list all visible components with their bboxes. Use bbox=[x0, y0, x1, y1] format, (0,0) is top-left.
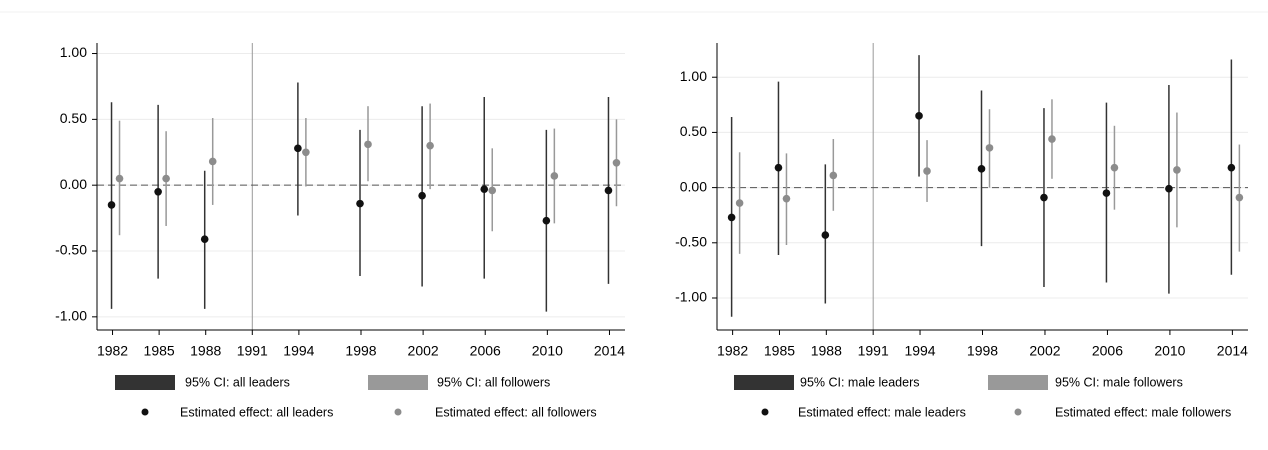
x-tick-label: 1998 bbox=[967, 343, 998, 359]
point bbox=[550, 172, 559, 180]
legend-label: 95% CI: all leaders bbox=[185, 375, 290, 389]
point bbox=[488, 186, 497, 195]
x-tick-label: 2010 bbox=[532, 343, 563, 359]
point bbox=[1227, 163, 1236, 172]
point bbox=[542, 216, 551, 225]
y-tick-label: -0.50 bbox=[675, 233, 707, 249]
x-tick-label: 1985 bbox=[764, 343, 795, 359]
x-tick-label: 1985 bbox=[144, 343, 175, 359]
point bbox=[426, 141, 434, 150]
point bbox=[821, 231, 830, 239]
x-tick-label: 1982 bbox=[97, 343, 128, 359]
legend-swatch bbox=[988, 375, 1048, 390]
point bbox=[302, 148, 310, 157]
x-tick-label: 1991 bbox=[237, 343, 268, 359]
x-tick-label: 2006 bbox=[470, 343, 501, 359]
legend-swatch bbox=[368, 375, 428, 390]
point bbox=[727, 213, 736, 222]
y-tick-label: -1.00 bbox=[55, 308, 87, 324]
point bbox=[782, 194, 791, 203]
point bbox=[480, 185, 489, 193]
legend-label: 95% CI: all followers bbox=[437, 375, 550, 389]
y-tick-label: 0.50 bbox=[60, 110, 87, 126]
legend-swatch bbox=[734, 375, 794, 390]
point bbox=[1235, 193, 1244, 202]
legend-label: Estimated effect: all followers bbox=[435, 405, 597, 419]
point bbox=[1040, 193, 1048, 202]
y-tick-label: -0.50 bbox=[55, 242, 87, 258]
y-tick-label: 0.50 bbox=[680, 123, 707, 139]
point bbox=[985, 144, 994, 152]
point bbox=[107, 201, 116, 209]
y-tick-label: 1.00 bbox=[680, 68, 707, 84]
x-tick-label: 1994 bbox=[904, 343, 935, 359]
point bbox=[115, 174, 124, 183]
point bbox=[1165, 184, 1173, 193]
point bbox=[294, 144, 302, 153]
x-tick-label: 1994 bbox=[283, 343, 314, 359]
point bbox=[364, 140, 372, 149]
point bbox=[418, 191, 426, 200]
point bbox=[154, 187, 162, 196]
legend-marker bbox=[761, 408, 769, 416]
x-tick-label: 2002 bbox=[408, 343, 439, 359]
x-tick-label: 1991 bbox=[858, 343, 889, 359]
legend-label: 95% CI: male followers bbox=[1055, 375, 1183, 389]
x-tick-label: 1988 bbox=[190, 343, 221, 359]
legend-marker bbox=[1014, 408, 1022, 416]
x-tick-label: 1998 bbox=[345, 343, 376, 359]
point bbox=[774, 163, 783, 172]
x-tick-label: 2002 bbox=[1029, 343, 1060, 359]
legend-label: Estimated effect: male followers bbox=[1055, 405, 1231, 419]
y-tick-label: 1.00 bbox=[60, 44, 87, 60]
legend-label: Estimated effect: male leaders bbox=[798, 405, 966, 419]
point bbox=[977, 165, 986, 173]
x-tick-label: 1982 bbox=[717, 343, 748, 359]
legend-label: Estimated effect: all leaders bbox=[180, 405, 333, 419]
point bbox=[829, 171, 838, 180]
y-tick-label: 0.00 bbox=[680, 178, 707, 194]
legend-swatch bbox=[115, 375, 175, 390]
x-tick-label: 2010 bbox=[1154, 343, 1185, 359]
legend-marker bbox=[394, 408, 402, 416]
point bbox=[356, 199, 364, 208]
point bbox=[915, 112, 923, 120]
y-tick-label: 0.00 bbox=[60, 176, 87, 192]
x-tick-label: 2006 bbox=[1092, 343, 1123, 359]
point bbox=[1102, 189, 1111, 197]
x-tick-label: 1988 bbox=[811, 343, 842, 359]
point bbox=[1048, 135, 1056, 143]
legend-label: 95% CI: male leaders bbox=[800, 375, 920, 389]
point bbox=[1110, 163, 1119, 172]
point bbox=[200, 235, 209, 243]
point bbox=[604, 186, 613, 195]
point bbox=[923, 167, 931, 175]
point bbox=[612, 159, 621, 167]
x-tick-label: 2014 bbox=[1217, 343, 1248, 359]
point bbox=[208, 157, 217, 166]
point bbox=[1173, 166, 1181, 174]
point bbox=[735, 199, 744, 207]
legend-marker bbox=[141, 408, 149, 416]
y-tick-label: -1.00 bbox=[675, 289, 707, 305]
x-tick-label: 2014 bbox=[594, 343, 625, 359]
point bbox=[162, 174, 170, 183]
